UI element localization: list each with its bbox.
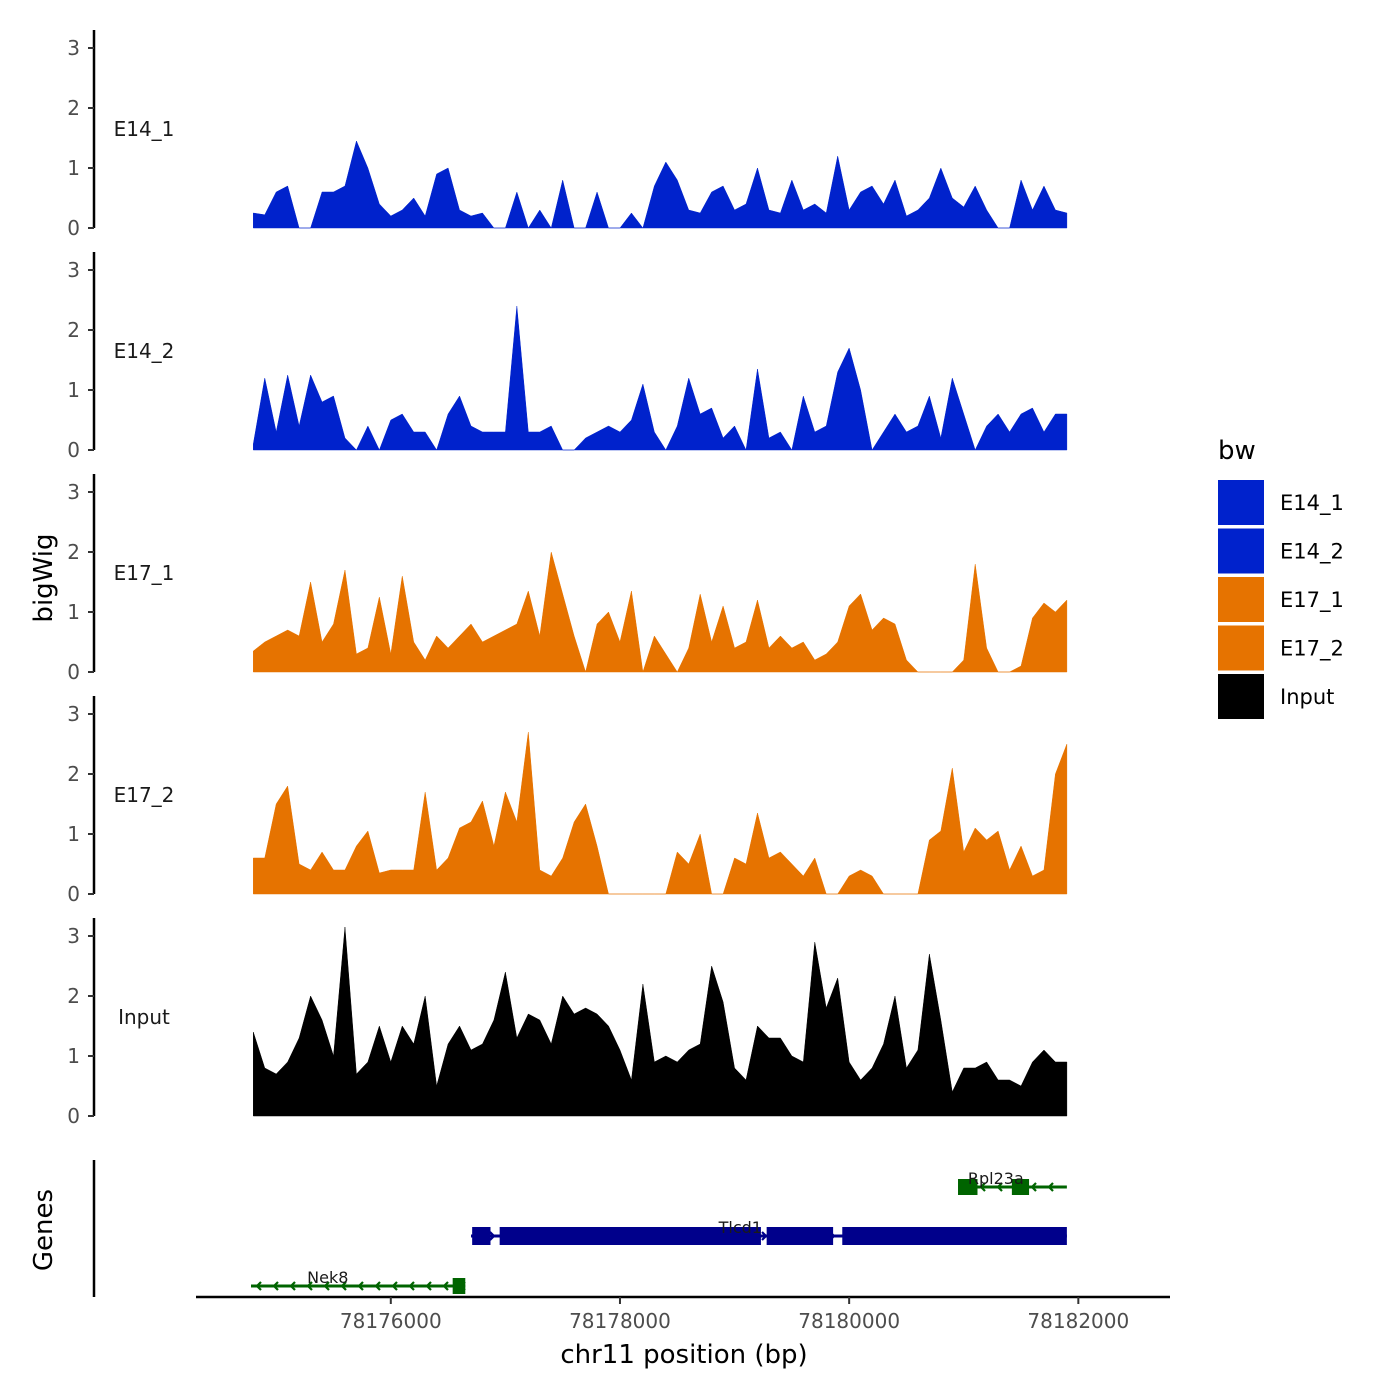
strand-arrow	[374, 1281, 381, 1291]
strand-arrow	[996, 1182, 1003, 1192]
y-tick-label: 3	[67, 480, 80, 504]
track-label-e17-1: E17_1	[114, 561, 175, 585]
track-e17-2: 0 1 2 3 E17_2	[67, 696, 1068, 906]
strand-arrow	[272, 1281, 279, 1291]
track-label-e14-2: E14_2	[114, 339, 175, 363]
strand-arrow	[1030, 1182, 1037, 1192]
y-tick-label: 3	[67, 258, 80, 282]
x-tick-label: 78176000	[340, 1309, 442, 1333]
x-tick-label: 78180000	[798, 1309, 900, 1333]
gene-nek8-exon	[452, 1278, 466, 1294]
y-tick-label: 1	[67, 156, 80, 180]
x-axis: 78176000 78178000 78180000 78182000	[196, 1295, 1170, 1333]
y-tick-label: 0	[67, 1104, 80, 1128]
gene-label-tlcd1: Tlcd1	[718, 1218, 762, 1237]
track-input: 0 1 2 3 Input	[67, 918, 1068, 1128]
y-tick-label: 2	[67, 762, 80, 786]
y-tick-label: 0	[67, 882, 80, 906]
track-label-e17-2: E17_2	[114, 783, 175, 807]
legend-label-input: Input	[1280, 685, 1334, 709]
gene-nek8: Nek8	[251, 1268, 466, 1294]
gene-track-title: Genes	[29, 1189, 59, 1271]
y-tick-label: 2	[67, 984, 80, 1008]
track-label-input: Input	[118, 1005, 170, 1029]
track-label-e14-1: E14_1	[114, 117, 175, 141]
gene-rpl23a-exon	[958, 1179, 978, 1195]
track-e14-2: 0 1 2 3 E14_2	[67, 252, 1068, 462]
signal-area-e17-2	[253, 731, 1068, 895]
y-axis-title: bigWig	[29, 533, 59, 622]
y-tick-label: 0	[67, 660, 80, 684]
y-tick-label: 1	[67, 1044, 80, 1068]
y-tick-label: 0	[67, 438, 80, 462]
legend-label-e14-2: E14_2	[1280, 540, 1344, 565]
legend-label-e17-2: E17_2	[1280, 637, 1344, 662]
y-tick-label: 2	[67, 318, 80, 342]
legend-swatch-e17-2	[1218, 625, 1264, 671]
gene-tlcd1: Tlcd1	[471, 1218, 1067, 1245]
y-tick-label: 3	[67, 36, 80, 60]
strand-arrow	[289, 1281, 296, 1291]
gene-label-nek8: Nek8	[307, 1268, 348, 1287]
strand-arrow	[761, 1231, 768, 1241]
gene-tlcd1-exon	[472, 1227, 491, 1245]
signal-area-e14-1	[253, 140, 1068, 229]
gene-label-rpl23a: Rpl23a	[968, 1169, 1024, 1188]
y-tick-label: 3	[67, 702, 80, 726]
legend-label-e17-1: E17_1	[1280, 588, 1344, 613]
legend-swatch-e14-2	[1218, 528, 1264, 574]
strand-arrow	[391, 1281, 398, 1291]
x-axis-title: chr11 position (bp)	[560, 1340, 807, 1370]
strand-arrow	[442, 1281, 449, 1291]
track-e14-1: 0 1 2 3 E14_1	[67, 30, 1068, 240]
strand-arrow	[306, 1281, 313, 1291]
strand-arrow	[425, 1281, 432, 1291]
track-e17-1: 0 1 2 3 E17_1	[67, 474, 1068, 684]
y-tick-label: 1	[67, 600, 80, 624]
gene-tlcd1-exon	[766, 1227, 834, 1245]
legend: bw E14_1 E14_2 E17_1 E17_2 Input	[1218, 436, 1344, 719]
strand-arrow	[408, 1281, 415, 1291]
y-tick-label: 1	[67, 822, 80, 846]
strand-arrow	[357, 1281, 364, 1291]
gene-tlcd1-exon	[499, 1227, 761, 1245]
y-tick-label: 2	[67, 96, 80, 120]
gene-rpl23a: Rpl23a	[958, 1169, 1067, 1195]
y-tick-label: 0	[67, 216, 80, 240]
strand-arrow	[323, 1281, 330, 1291]
y-tick-label: 3	[67, 924, 80, 948]
signal-tracks: 0 1 2 3 E14_1 0 1 2 3 E14_2 0 1 2 3 E17_1 0 1 2 3 E17_2 0 1 2 3…	[67, 30, 1068, 1128]
legend-title: bw	[1218, 436, 1256, 466]
gene-tlcd1-exon	[842, 1227, 1067, 1245]
y-tick-label: 2	[67, 540, 80, 564]
x-tick-label: 78182000	[1027, 1309, 1129, 1333]
strand-arrow	[489, 1231, 496, 1241]
strand-arrow	[979, 1182, 986, 1192]
signal-area-e14-2	[253, 305, 1068, 451]
strand-arrow	[255, 1281, 262, 1291]
x-tick-label: 78178000	[569, 1309, 671, 1333]
signal-area-input	[253, 926, 1068, 1117]
gene-track: Rpl23a Tlcd1 Nek8	[92, 1160, 1067, 1297]
strand-arrow	[1047, 1182, 1054, 1192]
legend-swatch-e17-1	[1218, 577, 1264, 622]
signal-area-e17-1	[253, 551, 1068, 673]
legend-label-e14-1: E14_1	[1280, 491, 1344, 516]
legend-swatch-e14-1	[1218, 480, 1264, 525]
strand-arrow	[340, 1281, 347, 1291]
legend-swatch-input	[1218, 674, 1264, 719]
y-tick-label: 1	[67, 378, 80, 402]
gene-rpl23a-exon	[1011, 1179, 1030, 1195]
